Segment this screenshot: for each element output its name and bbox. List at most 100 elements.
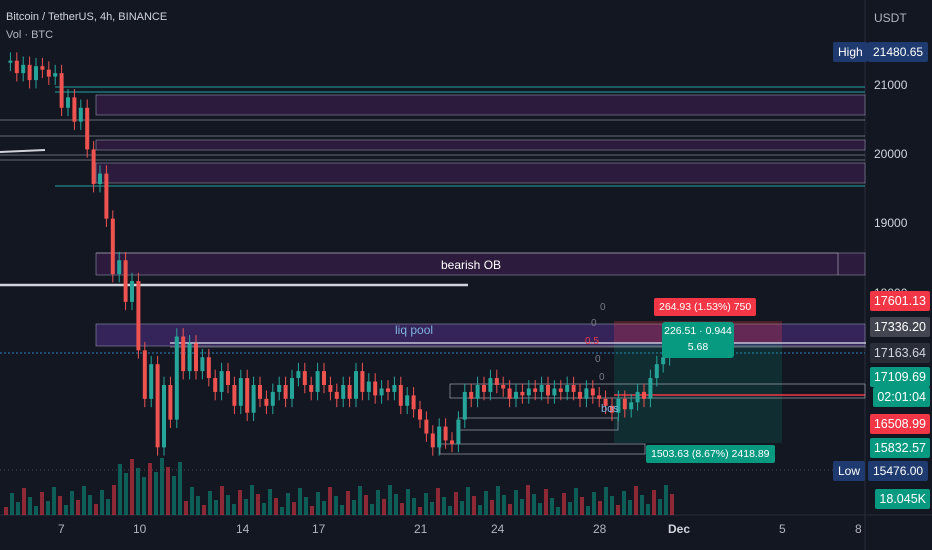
bos-label[interactable]: bos (601, 403, 619, 415)
candle-body (597, 395, 602, 399)
volume-bar (658, 499, 662, 515)
volume-bar (550, 498, 554, 515)
candle-body (232, 384, 237, 406)
volume-bar (574, 488, 578, 515)
candle-body (290, 378, 294, 399)
volume-bar (532, 494, 536, 515)
candle-body (622, 398, 627, 410)
volume-bar (280, 507, 284, 515)
volume-bar (250, 485, 254, 515)
volume-bar (52, 487, 56, 515)
volume-bar (616, 505, 620, 515)
volume-bar (82, 486, 86, 515)
candle-body (520, 391, 525, 396)
liq-pool-label[interactable]: liq pool (395, 323, 434, 337)
candle-body (501, 384, 506, 389)
candle-body (482, 384, 486, 392)
candle-body (603, 398, 608, 406)
candle-body (610, 405, 614, 413)
candle-body (104, 173, 109, 219)
candle-body (424, 419, 429, 434)
bearish-ob-label[interactable]: bearish OB (441, 258, 502, 272)
stop-tag[interactable]: 1503.63 (8.67%) 2418.89 (646, 445, 775, 463)
candle-body (366, 381, 371, 392)
candle-body (373, 381, 378, 396)
candle-body (302, 371, 307, 385)
candle-body (8, 60, 13, 63)
candle-body (488, 378, 493, 392)
volume-bar (94, 504, 98, 515)
candle-body (194, 343, 198, 372)
candle-body (309, 384, 314, 392)
volume-bar (670, 494, 674, 515)
candle-body (347, 384, 352, 399)
volume-bar (160, 458, 164, 515)
candle-body (149, 364, 154, 399)
volume-bar (262, 503, 266, 515)
candle-body (78, 107, 83, 122)
candle-body (219, 371, 224, 392)
symbol-title[interactable]: Bitcoin / TetherUS, 4h, BINANCE (6, 11, 168, 23)
volume-bar (16, 502, 20, 515)
candle-body (162, 384, 166, 448)
order-block-zone (95, 162, 866, 184)
volume-bar (370, 504, 374, 515)
time-tick: Dec (668, 522, 691, 536)
target-tag[interactable]: 264.93 (1.53%) 750 (654, 298, 757, 316)
volume-bar (142, 477, 146, 515)
order-block-zone (95, 94, 866, 116)
candle-body (27, 64, 32, 81)
candle-body (226, 371, 230, 385)
volume-bar (40, 492, 44, 515)
volume-bar (406, 489, 410, 515)
candle-body (590, 388, 595, 396)
candle-body (654, 364, 659, 379)
candle-body (386, 388, 390, 392)
price-label-target: 17601.13 (869, 291, 930, 311)
price-label-liq: 17336.20 (869, 317, 930, 337)
volume-bar (508, 504, 512, 515)
candle-body (110, 218, 115, 275)
volume-bar (604, 487, 608, 515)
candle-body (558, 388, 563, 392)
volume-bar (646, 504, 650, 515)
volume-bar (418, 507, 422, 515)
candle-body (571, 384, 576, 392)
candle-body (494, 378, 499, 385)
candle-body (437, 426, 442, 448)
range-box (449, 383, 866, 399)
volume-bar (580, 497, 584, 515)
volume-bar (400, 503, 404, 515)
volume-bar (100, 490, 104, 515)
volume-bar (130, 459, 134, 515)
volume-bar (64, 505, 68, 515)
volume-bar (22, 488, 26, 515)
volume-bar (286, 493, 290, 515)
candle-body (238, 378, 243, 406)
candle-body (251, 384, 256, 413)
volume-bar (640, 495, 644, 515)
candle-body (546, 384, 550, 396)
candle-body (40, 66, 45, 70)
candle-body (117, 260, 122, 275)
volume-bar (118, 464, 122, 515)
candle-body (392, 384, 397, 392)
volume-bar (106, 499, 110, 515)
price-label-tp: 15832.57 (869, 438, 930, 458)
candle-body (213, 378, 218, 392)
measure-line-2: 5.68 (687, 341, 709, 353)
volume-bar (652, 490, 656, 515)
candle-body (168, 384, 173, 420)
candle-body (136, 281, 141, 351)
volume-bar (28, 497, 32, 515)
volume-bar (448, 506, 452, 515)
volume-bar (472, 496, 476, 515)
candle-body (142, 350, 147, 399)
measure-box[interactable]: 226.51 · 0.944 5.68 (662, 322, 734, 358)
candle-body (245, 378, 250, 413)
volume-bar (568, 502, 572, 515)
volume-indicator-label[interactable]: Vol · BTC (6, 29, 54, 41)
volume-bar (466, 487, 470, 515)
candle-body (430, 433, 435, 448)
